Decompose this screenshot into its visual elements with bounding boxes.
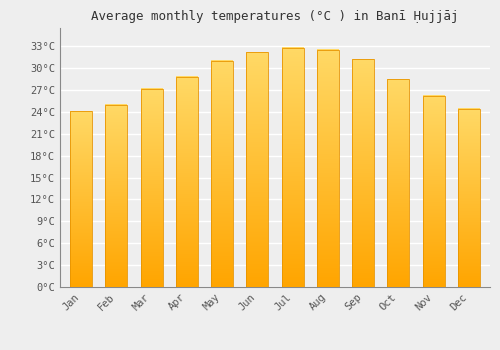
Bar — [388, 79, 409, 287]
Bar — [246, 52, 268, 287]
Bar — [211, 61, 233, 287]
Bar — [106, 105, 128, 287]
Bar — [352, 60, 374, 287]
Bar — [176, 77, 198, 287]
Title: Average monthly temperatures (°C ) in Banī Ḥujjāj: Average monthly temperatures (°C ) in Ba… — [91, 10, 459, 23]
Bar — [317, 50, 339, 287]
Bar — [70, 111, 92, 287]
Bar — [458, 109, 480, 287]
Bar — [282, 48, 304, 287]
Bar — [140, 89, 162, 287]
Bar — [422, 96, 444, 287]
